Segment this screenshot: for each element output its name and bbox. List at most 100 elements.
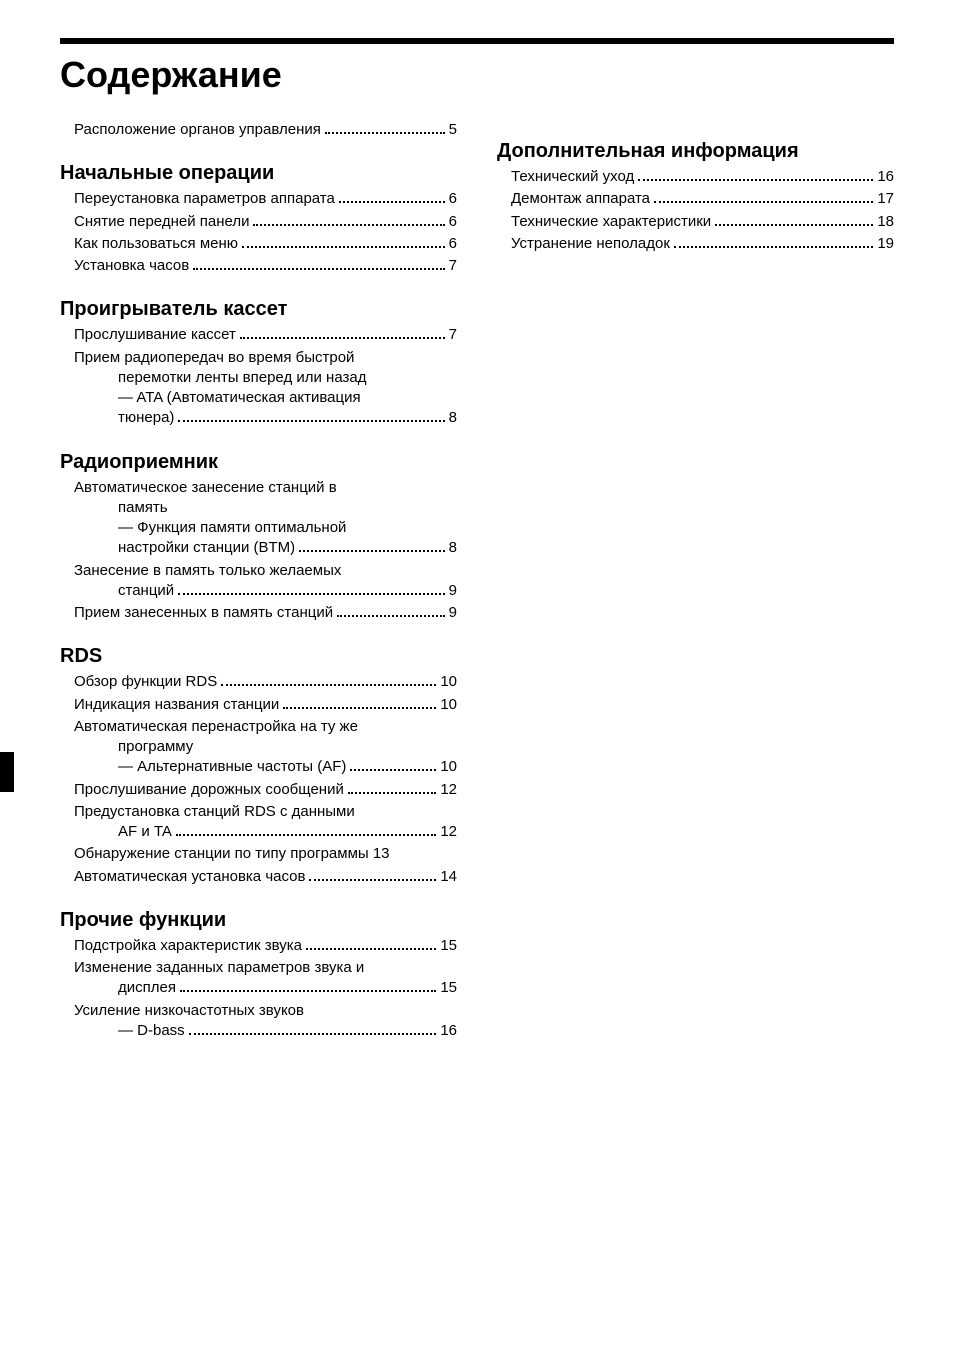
toc-line-with-page: Технические характеристики18 [511,212,894,232]
toc-line-with-page: AF и TA 12 [118,822,457,842]
section-heading: Радиоприемник [60,451,457,474]
toc-entry: Переустановка параметров аппарата6 [74,189,457,209]
toc-entry: Изменение заданных параметров звука идис… [74,958,457,999]
toc-entry: Обзор функции RDS10 [74,672,457,692]
toc-entry: Автоматическое занесение станций впамять… [74,478,457,559]
toc-line-with-page: Автоматическая установка часов14 [74,867,457,887]
toc-label: Установка часов [74,256,189,276]
toc-line-with-page: дисплея15 [118,978,457,998]
leader-dots [178,411,444,422]
toc-line-with-page: — Альтернативные частоты (AF)10 [118,757,457,777]
toc-page: 16 [877,167,894,187]
toc-line: Изменение заданных параметров звука и [74,958,457,978]
toc-entry: Демонтаж аппарата 17 [511,189,894,209]
toc-entry: Расположение органов управления 5 [74,120,457,140]
toc-line: память [118,498,457,518]
toc-entry: Подстройка характеристик звука15 [74,936,457,956]
toc-entry: Обнаружение станции по типу программы 13 [74,844,457,864]
toc-line: Занесение в память только желаемых [74,561,457,581]
toc-page: 10 [440,672,457,692]
side-tab [0,752,14,792]
toc-label: Расположение органов управления [74,120,321,140]
toc-page: 7 [449,256,457,276]
toc-line: программу [118,737,457,757]
toc-page: 15 [440,936,457,956]
toc-line: перемотки ленты вперед или назад [118,368,457,388]
section-heading: Дополнительная информация [497,140,894,163]
leader-dots [253,215,444,226]
toc-page: 6 [449,212,457,232]
page: Содержание Расположение органов управлен… [0,0,954,1352]
toc-line: Автоматическое занесение станций в [74,478,457,498]
toc-label: настройки станции (BTM) [118,538,295,558]
toc-page: 13 [373,844,390,864]
toc-page: 14 [440,867,457,887]
section-heading: Начальные операции [60,162,457,185]
toc-line-with-page: станций9 [118,581,457,601]
toc-page: 9 [449,581,457,601]
leader-dots [339,192,445,203]
toc-page: 5 [449,120,457,140]
leader-dots [283,698,436,709]
toc-line-with-page: Прием занесенных в память станций9 [74,603,457,623]
toc-page: 6 [449,189,457,209]
toc-label: AF и TA [118,822,172,842]
toc-page: 12 [440,822,457,842]
right-column: Дополнительная информация Технический ухо… [497,118,894,1043]
leader-dots [638,170,873,181]
toc-entry: Прием радиопередач во время быстройперем… [74,348,457,429]
toc-label: Прослушивание дорожных сообщений [74,780,344,800]
toc-line-with-page: Обзор функции RDS10 [74,672,457,692]
leader-dots [306,939,436,950]
toc-entry: Снятие передней панели 6 [74,212,457,232]
toc-line-with-page: Обнаружение станции по типу программы 13 [74,844,457,864]
section-heading: Проигрыватель кассет [60,298,457,321]
toc-entry: Усиление низкочастотных звуков— D-bass16 [74,1001,457,1042]
toc-page: 9 [449,603,457,623]
leader-dots [715,215,873,226]
section-heading: Прочие функции [60,909,457,932]
leader-dots [242,237,445,248]
toc-page: 18 [877,212,894,232]
toc-line-with-page: Демонтаж аппарата 17 [511,189,894,209]
leader-dots [178,584,444,595]
toc-page: 10 [440,757,457,777]
toc-label: Снятие передней панели [74,212,249,232]
toc-line-with-page: Прослушивание кассет7 [74,325,457,345]
toc-label: Демонтаж аппарата [511,189,650,209]
toc-label: Обнаружение станции по типу программы [74,844,369,864]
page-title: Содержание [60,54,894,96]
leader-dots [350,760,436,771]
toc-line-with-page: Технический уход 16 [511,167,894,187]
toc-line-with-page: Подстройка характеристик звука15 [74,936,457,956]
toc-page: 12 [440,780,457,800]
toc-line-with-page: Прослушивание дорожных сообщений 12 [74,780,457,800]
section-heading: RDS [60,645,457,668]
toc-line: Автоматическая перенастройка на ту же [74,717,457,737]
toc-page: 8 [449,408,457,428]
toc-label: Прослушивание кассет [74,325,236,345]
toc-entry: Занесение в память только желаемыхстанци… [74,561,457,602]
toc-line-with-page: Переустановка параметров аппарата6 [74,189,457,209]
toc-line-with-page: Установка часов 7 [74,256,457,276]
toc-line-with-page: — D-bass16 [118,1021,457,1041]
toc-entry: Как пользоваться меню6 [74,234,457,254]
toc-page: 10 [440,695,457,715]
toc-entry: Установка часов 7 [74,256,457,276]
leader-dots [309,870,436,881]
toc-page: 19 [877,234,894,254]
leader-dots [325,123,445,134]
toc-label: — D-bass [118,1021,185,1041]
toc-line-with-page: настройки станции (BTM)8 [118,538,457,558]
toc-entry: Прослушивание кассет7 [74,325,457,345]
columns: Расположение органов управления 5 Начальны… [60,118,894,1043]
toc-entry: Предустановка станций RDS с даннымиAF и … [74,802,457,843]
toc-entry: Прием занесенных в память станций9 [74,603,457,623]
toc-label: Технический уход [511,167,634,187]
toc-page: 15 [440,978,457,998]
leader-dots [240,328,445,339]
toc-entry: Автоматическая перенастройка на ту жепро… [74,717,457,778]
toc-page: 17 [877,189,894,209]
toc-label: Устранение неполадок [511,234,670,254]
leader-dots [193,259,444,270]
